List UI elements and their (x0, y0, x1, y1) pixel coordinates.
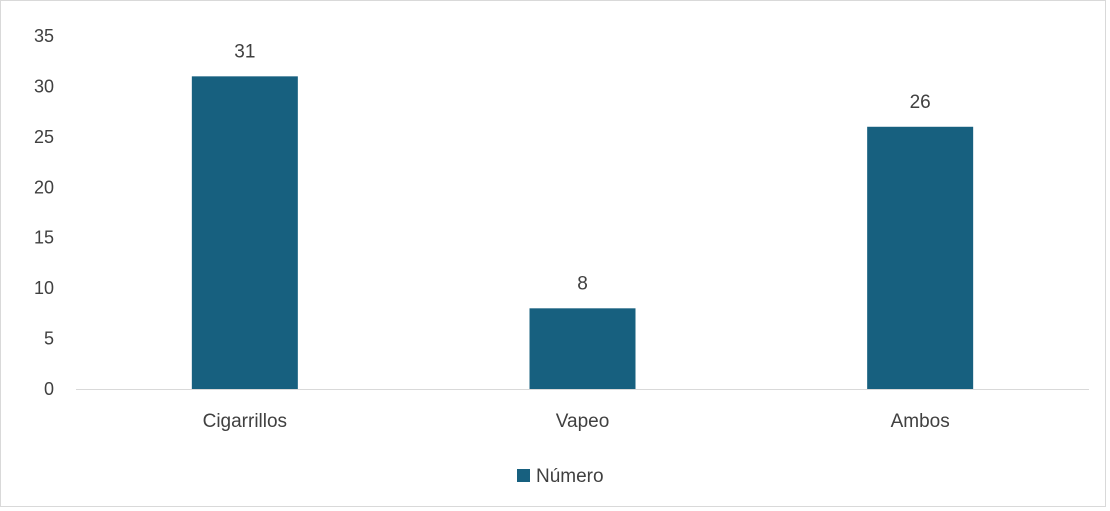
y-tick-label: 30 (34, 76, 54, 96)
y-tick-label: 5 (44, 329, 54, 349)
data-labels-group: 31 8 26 (234, 41, 930, 294)
legend: Número (517, 466, 604, 487)
y-tick-label: 20 (34, 177, 54, 197)
bar-vapeo (529, 308, 636, 389)
bar-ambos (867, 126, 974, 390)
y-tick-label: 35 (34, 26, 54, 46)
category-labels-group: Cigarrillos Vapeo Ambos (203, 411, 950, 432)
y-axis-ticks: 0 5 10 15 20 25 30 35 (34, 26, 54, 399)
data-label: 31 (234, 41, 255, 62)
y-tick-label: 0 (44, 379, 54, 399)
legend-swatch-numero (517, 469, 530, 482)
y-tick-label: 10 (34, 278, 54, 298)
data-label: 26 (910, 92, 931, 113)
bar-cigarrillos (191, 76, 298, 389)
bars-group (191, 76, 974, 390)
legend-label-numero: Número (536, 466, 604, 487)
y-tick-label: 15 (34, 228, 54, 248)
x-tick-label: Vapeo (556, 411, 610, 432)
y-tick-label: 25 (34, 127, 54, 147)
x-tick-label: Ambos (891, 411, 950, 432)
x-tick-label: Cigarrillos (203, 411, 287, 432)
data-label: 8 (577, 273, 588, 294)
